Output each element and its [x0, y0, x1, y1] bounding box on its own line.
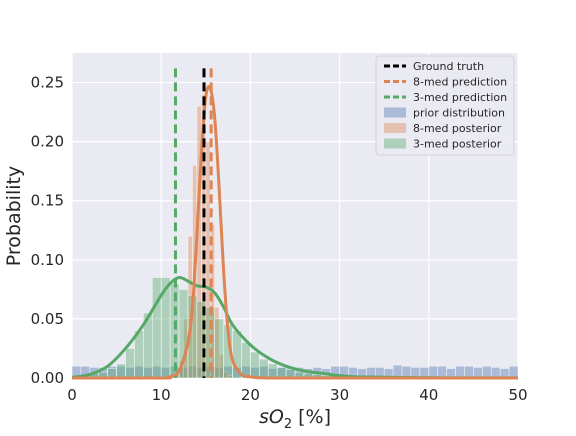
- x-axis-label: sO2 [%]: [259, 406, 331, 432]
- histogram-bar: [151, 277, 162, 379]
- legend-label: 8-med prediction: [413, 76, 507, 89]
- x-tick-label: 40: [419, 386, 438, 404]
- histogram-bar: [437, 365, 447, 379]
- histogram-bar: [464, 365, 474, 379]
- y-tick-label: 0.15: [31, 192, 64, 210]
- legend-label: prior distribution: [413, 107, 505, 120]
- y-tick-labels: 0.00 0.05 0.10 0.15 0.20 0.25: [31, 74, 64, 387]
- legend-label: 3-med posterior: [413, 138, 502, 151]
- kde-curves: [71, 85, 519, 380]
- histogram-bar: [428, 365, 439, 379]
- legend-box: [375, 55, 515, 156]
- legend-label: 8-med posterior: [413, 122, 502, 135]
- histogram-bar: [508, 365, 519, 379]
- y-tick-label: 0.20: [31, 133, 64, 151]
- y-tick-label: 0.05: [31, 310, 64, 328]
- prediction-lines: [173, 68, 213, 378]
- legend-patch-swatch: [384, 123, 406, 133]
- legend-patch-swatch: [384, 107, 406, 118]
- histogram-bar: [276, 367, 287, 379]
- legend-patch-swatch: [384, 138, 406, 149]
- histogram-bar: [259, 358, 269, 379]
- y-tick-label: 0.00: [31, 369, 64, 387]
- x-tick-labels: 0 10 20 30 40 50: [67, 386, 527, 404]
- kde-8-med-posterior: [71, 85, 518, 380]
- y-tick-label: 0.25: [31, 74, 64, 92]
- y-tick-label: 0.10: [31, 251, 64, 269]
- histogram-bar: [250, 351, 260, 379]
- x-tick-label: 50: [508, 386, 527, 404]
- legend-label: Ground truth: [413, 60, 484, 73]
- x-tick-label: 10: [152, 386, 171, 404]
- x-tick-label: 30: [330, 386, 349, 404]
- histogram-bar: [267, 363, 278, 379]
- legend-label: 3-med prediction: [413, 91, 507, 104]
- histogram-bar: [482, 365, 492, 379]
- legend: Ground truth 8-med prediction 3-med predic…: [375, 55, 515, 156]
- histogram-bar: [241, 342, 251, 379]
- histogram-bar: [125, 348, 135, 379]
- histogram-bar: [455, 365, 465, 379]
- histogram-bar: [214, 318, 224, 379]
- x-tick-label: 0: [67, 386, 77, 404]
- y-axis-label: Probability: [3, 166, 25, 266]
- x-tick-label: 20: [241, 386, 260, 404]
- histogram-bar: [116, 363, 126, 379]
